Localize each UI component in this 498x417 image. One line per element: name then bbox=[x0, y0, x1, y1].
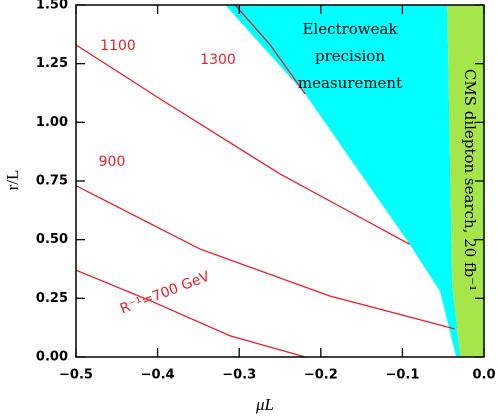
contour-label: 1100 bbox=[100, 38, 136, 54]
excluded-region bbox=[225, 5, 461, 357]
x-tick-label: −0.2 bbox=[304, 368, 338, 383]
x-axis-label: μL bbox=[255, 395, 274, 414]
plot-area bbox=[76, 5, 484, 357]
y-tick-label: 1.00 bbox=[36, 115, 68, 130]
contour-line bbox=[76, 269, 306, 357]
y-tick-label: 0.25 bbox=[36, 291, 68, 306]
contour-line bbox=[76, 185, 455, 330]
region-label: CMS dilepton search, 20 fb⁻¹ bbox=[461, 69, 479, 291]
contour-label: 900 bbox=[99, 154, 126, 170]
y-tick-label: 0.75 bbox=[36, 174, 68, 189]
excluded-region bbox=[447, 5, 484, 357]
contour-line bbox=[76, 44, 411, 245]
y-tick-label: 1.50 bbox=[36, 0, 68, 13]
contour-line bbox=[234, 5, 306, 95]
region-label: Electroweak bbox=[302, 20, 398, 38]
y-tick-label: 0.50 bbox=[36, 232, 68, 247]
x-tick-label: 0.0 bbox=[472, 368, 495, 383]
region-label: precision bbox=[315, 47, 385, 65]
region-label: measurement bbox=[298, 74, 402, 92]
x-tick-label: −0.3 bbox=[222, 368, 256, 383]
x-tick-label: −0.4 bbox=[141, 368, 175, 383]
contour-label: 1300 bbox=[200, 52, 236, 68]
y-tick-label: 0.00 bbox=[36, 350, 68, 365]
y-tick-label: 1.25 bbox=[36, 56, 68, 71]
x-tick-label: −0.1 bbox=[385, 368, 419, 383]
y-axis-label: r/L bbox=[3, 170, 22, 191]
x-tick-label: −0.5 bbox=[59, 368, 93, 383]
